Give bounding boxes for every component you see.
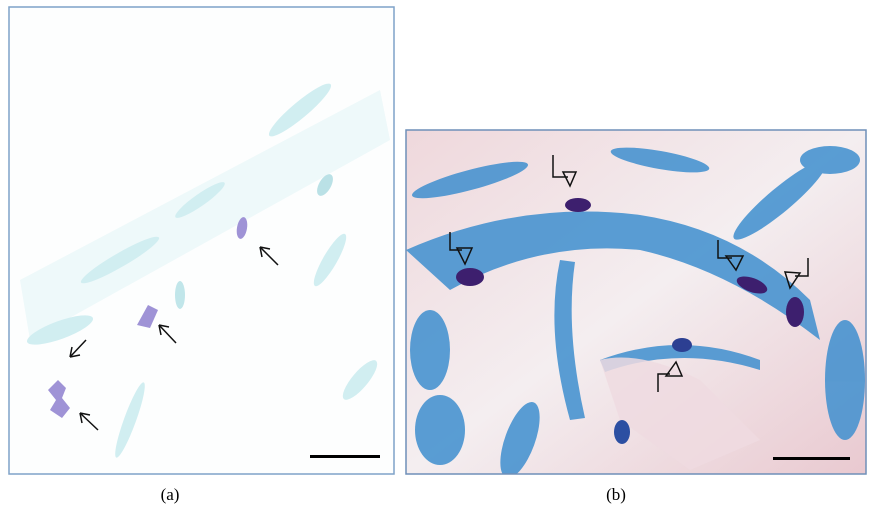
panel-label: (b) (606, 485, 626, 504)
cells (48, 217, 248, 418)
panel-label: (a) (161, 485, 180, 504)
scale-bar (310, 455, 380, 458)
arrows (69, 246, 279, 431)
cells (456, 198, 804, 444)
arrowheads (449, 155, 809, 392)
panel-a-image (9, 7, 394, 474)
panel-a-frame (8, 6, 395, 475)
panel-b-image (406, 130, 866, 474)
panel-b-frame (405, 129, 867, 475)
scale-bar (773, 457, 850, 460)
